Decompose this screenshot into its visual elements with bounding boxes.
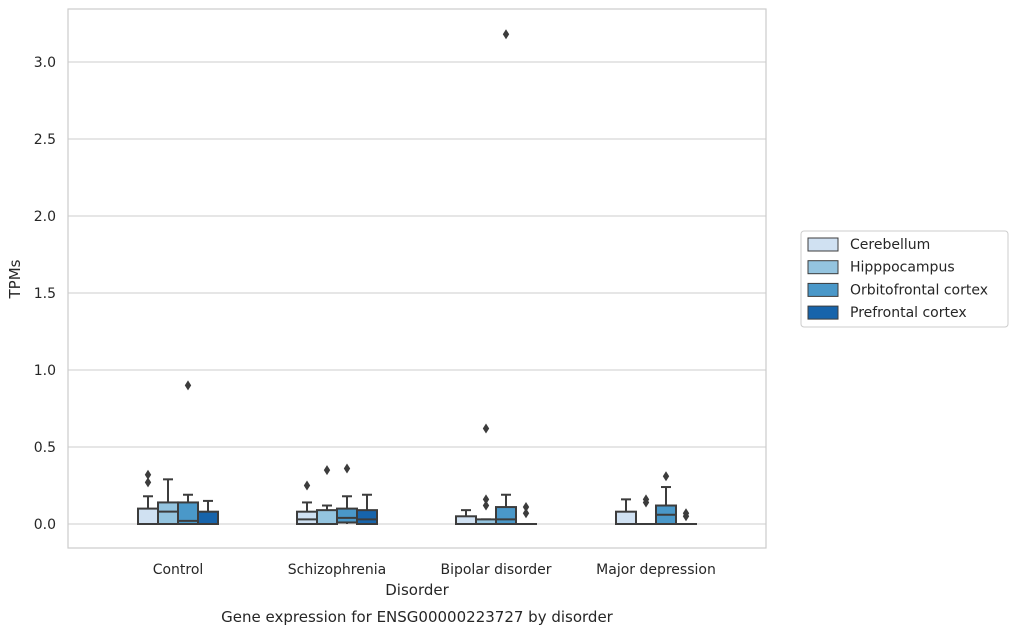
y-axis-title: TPMs <box>6 259 24 299</box>
x-tick-label: Control <box>153 562 204 578</box>
y-tick-label: 2.5 <box>34 132 56 148</box>
outlier-point <box>303 480 311 491</box>
x-tick-label: Schizophrenia <box>288 562 386 578</box>
box-orbitofrontal-cortex <box>655 471 677 525</box>
box-orbitofrontal-cortex <box>336 463 358 524</box>
box-prefrontal-cortex <box>515 502 537 526</box>
outlier-point <box>184 380 192 391</box>
box-cerebellum <box>137 469 159 526</box>
legend-swatch <box>807 305 839 320</box>
plot-area-frame <box>67 8 767 549</box>
y-tick-label: 3.0 <box>34 55 56 71</box>
y-tick-label: 0.5 <box>34 440 56 456</box>
box-cerebellum <box>615 498 637 525</box>
chart-title: Gene expression for ENSG00000223727 by d… <box>221 608 614 626</box>
box-prefrontal-cortex <box>356 493 378 526</box>
box-iqr <box>296 510 318 525</box>
outlier-point <box>662 471 670 482</box>
outlier-point <box>522 502 530 513</box>
box-iqr <box>455 515 477 525</box>
box-iqr <box>356 509 378 526</box>
legend-swatch <box>807 282 839 297</box>
box-series <box>137 29 697 526</box>
legend: Cerebellum Hipppocampus Orbitofrontal cort… <box>800 230 1009 328</box>
outlier-point <box>682 508 690 519</box>
legend-label: Hipppocampus <box>850 260 955 276</box>
y-tick-label: 1.0 <box>34 363 56 379</box>
legend-label: Cerebellum <box>850 237 930 253</box>
box-iqr <box>495 506 517 525</box>
outlier-point <box>144 477 152 488</box>
box-prefrontal-cortex <box>197 499 219 525</box>
box-hipppocampus <box>635 494 657 526</box>
x-tick-label: Major depression <box>596 562 716 578</box>
box-cerebellum <box>296 480 318 525</box>
box-iqr <box>137 507 159 526</box>
box-orbitofrontal-cortex <box>177 380 199 526</box>
y-axis-ticks: 0.0 0.5 1.0 1.5 2.0 2.5 3.0 <box>34 55 56 533</box>
legend-label: Orbitofrontal cortex <box>850 282 988 298</box>
outlier-point <box>343 463 351 474</box>
box-iqr <box>316 509 338 526</box>
outlier-point <box>522 508 530 519</box>
y-tick-label: 2.0 <box>34 209 56 225</box>
outlier-point <box>482 500 490 511</box>
outlier-point <box>642 494 650 505</box>
outlier-point <box>144 469 152 480</box>
outlier-point <box>482 494 490 505</box>
box-orbitofrontal-cortex <box>495 29 517 525</box>
legend-label: Prefrontal cortex <box>850 305 967 321</box>
box-iqr <box>157 501 179 526</box>
outlier-point <box>502 29 510 40</box>
box-iqr <box>336 507 358 524</box>
outlier-point <box>482 423 490 434</box>
legend-frame <box>800 230 1009 328</box>
y-tick-label: 1.5 <box>34 286 56 302</box>
box-prefrontal-cortex <box>675 508 697 526</box>
legend-swatch <box>807 260 839 275</box>
outlier-point <box>323 465 331 476</box>
x-axis-ticks: Control Schizophrenia Bipolar disorder Majo… <box>153 562 716 578</box>
x-axis-title: Disorder <box>385 581 449 599</box>
box-iqr <box>615 510 637 525</box>
y-tick-label: 0.0 <box>34 517 56 533</box>
legend-swatch <box>807 237 839 252</box>
box-iqr <box>197 510 219 525</box>
x-tick-label: Bipolar disorder <box>440 562 551 578</box>
